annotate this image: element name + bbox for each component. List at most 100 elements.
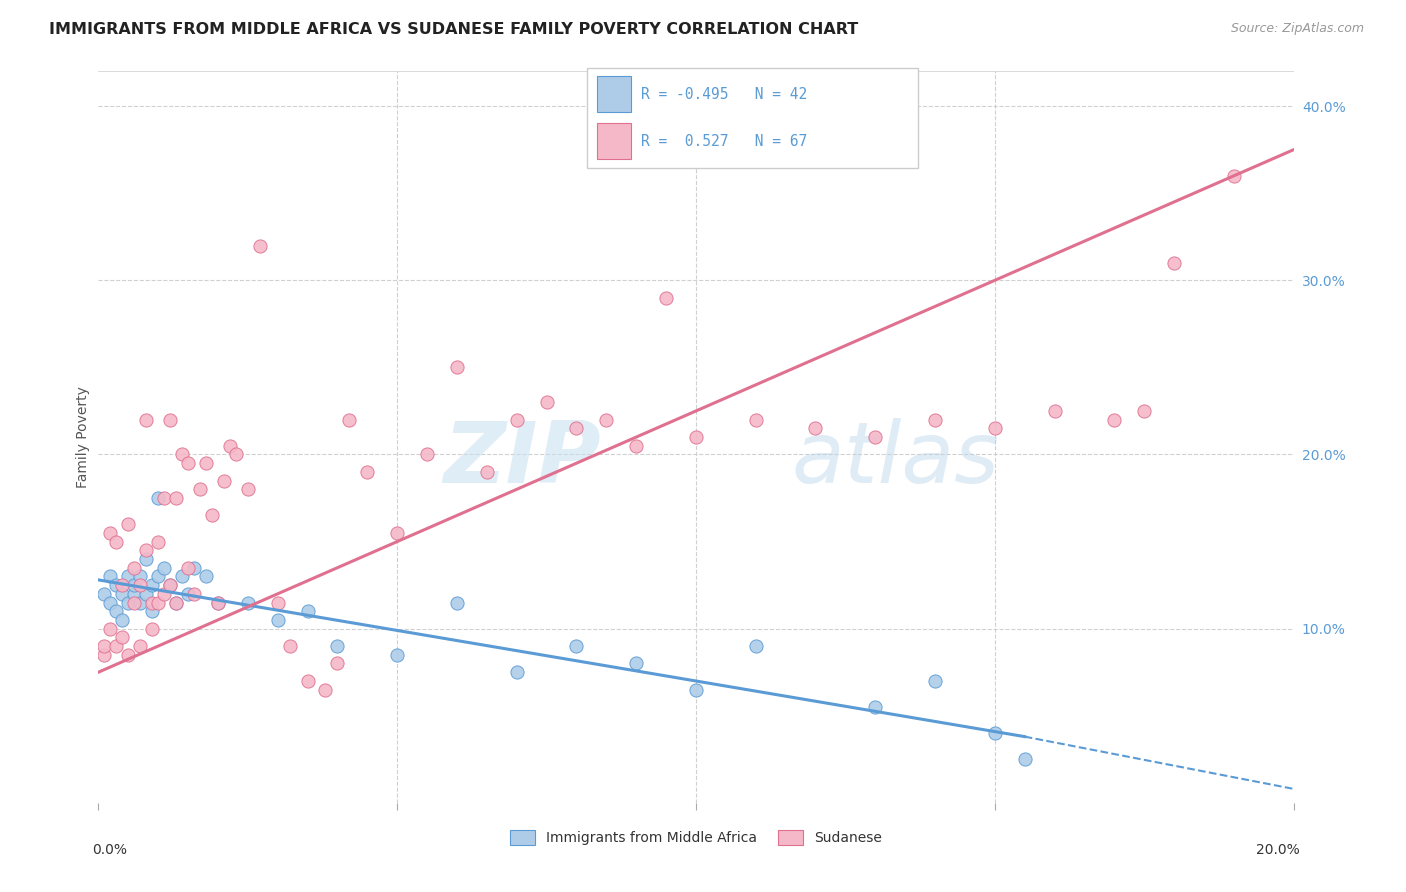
Point <box>626 657 648 671</box>
Point <box>236 483 259 497</box>
Point <box>135 552 157 566</box>
Point <box>111 613 134 627</box>
Point <box>177 587 200 601</box>
Point <box>172 448 194 462</box>
Point <box>93 587 115 601</box>
Point <box>153 560 176 574</box>
Point <box>135 543 157 558</box>
Point <box>804 421 827 435</box>
Point <box>267 613 290 627</box>
Point <box>129 595 152 609</box>
Point <box>148 491 170 505</box>
Point <box>111 578 134 592</box>
Point <box>416 448 439 462</box>
Point <box>278 639 301 653</box>
Point <box>565 639 588 653</box>
Text: ZIP: ZIP <box>443 417 600 500</box>
Point <box>129 639 152 653</box>
Point <box>225 448 247 462</box>
Point <box>129 569 152 583</box>
Point <box>105 534 128 549</box>
Text: atlas: atlas <box>792 417 1000 500</box>
Text: 20.0%: 20.0% <box>1256 843 1299 857</box>
Point <box>236 595 259 609</box>
Point <box>315 682 337 697</box>
Point <box>745 639 768 653</box>
Point <box>188 483 211 497</box>
Point <box>212 474 235 488</box>
Point <box>219 439 242 453</box>
Point <box>148 569 170 583</box>
Point <box>745 412 768 426</box>
Point <box>297 604 319 618</box>
Point <box>135 587 157 601</box>
FancyBboxPatch shape <box>598 123 631 159</box>
Point <box>93 639 115 653</box>
Point <box>111 587 134 601</box>
Point <box>98 525 122 540</box>
Point <box>105 639 128 653</box>
Point <box>626 439 648 453</box>
Point <box>297 673 319 688</box>
Point <box>159 578 181 592</box>
Point <box>339 412 361 426</box>
Point <box>98 622 122 636</box>
Point <box>148 595 170 609</box>
Point <box>135 412 157 426</box>
Point <box>183 587 205 601</box>
Point <box>195 456 218 470</box>
Point <box>165 491 187 505</box>
Point <box>153 587 176 601</box>
Point <box>165 595 187 609</box>
Point <box>865 430 887 444</box>
Text: R = -0.495   N = 42: R = -0.495 N = 42 <box>641 87 807 102</box>
Point <box>924 412 946 426</box>
Point <box>1104 412 1126 426</box>
Point <box>93 648 115 662</box>
Point <box>207 595 229 609</box>
Point <box>124 587 146 601</box>
Point <box>356 465 378 479</box>
FancyBboxPatch shape <box>586 68 918 169</box>
Point <box>984 726 1007 740</box>
Point <box>536 395 558 409</box>
Point <box>565 421 588 435</box>
Point <box>326 639 349 653</box>
Point <box>117 648 139 662</box>
Point <box>98 595 122 609</box>
Point <box>267 595 290 609</box>
Point <box>655 291 678 305</box>
Point <box>105 604 128 618</box>
Point <box>177 456 200 470</box>
Point <box>141 622 163 636</box>
Point <box>385 525 409 540</box>
Point <box>153 491 176 505</box>
Point <box>159 412 181 426</box>
Point <box>165 595 187 609</box>
Point <box>195 569 218 583</box>
Point <box>111 631 134 645</box>
Point <box>685 682 707 697</box>
Point <box>385 648 409 662</box>
Point <box>685 430 707 444</box>
Point <box>506 412 529 426</box>
Point <box>141 604 163 618</box>
Point <box>141 595 163 609</box>
Point <box>98 569 122 583</box>
Point <box>124 578 146 592</box>
Text: 0.0%: 0.0% <box>93 843 128 857</box>
Text: Source: ZipAtlas.com: Source: ZipAtlas.com <box>1230 22 1364 36</box>
Point <box>1014 752 1036 766</box>
Text: IMMIGRANTS FROM MIDDLE AFRICA VS SUDANESE FAMILY POVERTY CORRELATION CHART: IMMIGRANTS FROM MIDDLE AFRICA VS SUDANES… <box>49 22 859 37</box>
Point <box>117 569 139 583</box>
Point <box>475 465 498 479</box>
Point <box>124 595 146 609</box>
Point <box>249 238 271 252</box>
Point <box>117 517 139 532</box>
Point <box>1223 169 1246 183</box>
Point <box>1043 404 1066 418</box>
Point <box>446 595 468 609</box>
Point <box>141 578 163 592</box>
Point <box>124 560 146 574</box>
Point <box>172 569 194 583</box>
